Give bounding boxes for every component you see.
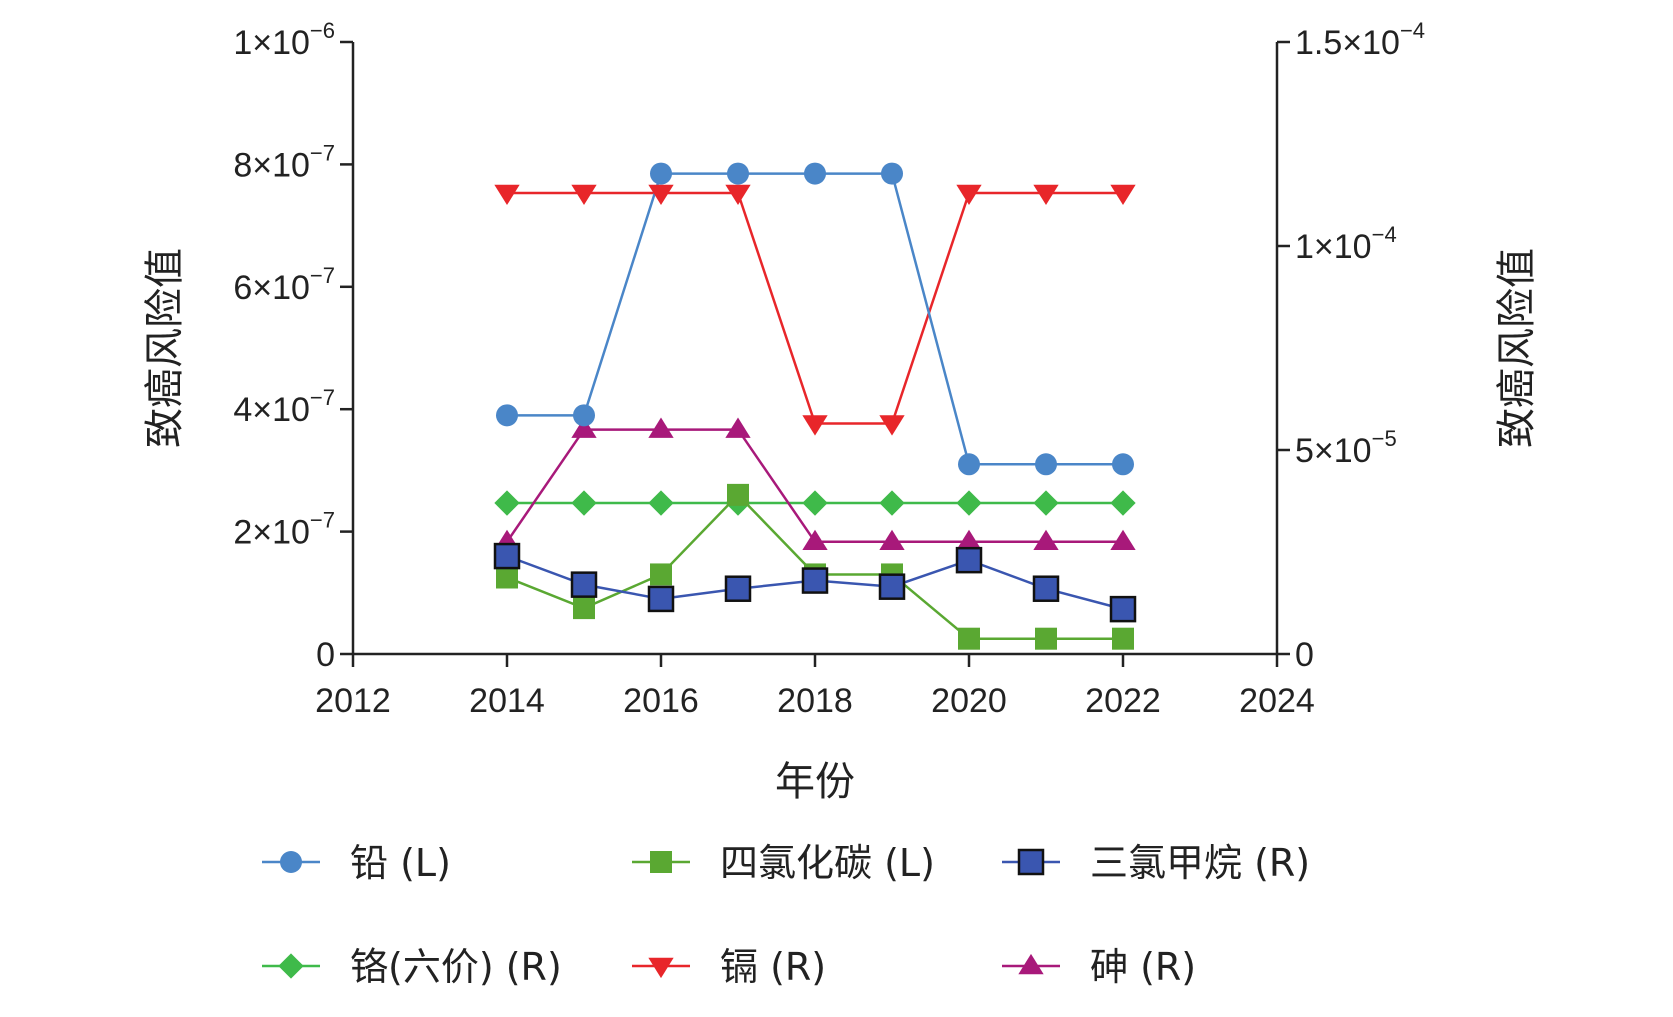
legend-label: 四氯化碳 (L) [720, 841, 935, 885]
data-point [648, 417, 674, 438]
data-point [1112, 627, 1134, 650]
legend-label: 镉 (R) [720, 945, 826, 989]
x-tick-label: 2020 [931, 682, 1007, 720]
data-point [648, 490, 674, 516]
legend-marker [1017, 848, 1045, 876]
data-point [1112, 453, 1134, 476]
data-point [1110, 490, 1136, 516]
data-point [647, 585, 675, 613]
data-point [724, 575, 752, 602]
data-point [1033, 184, 1059, 206]
data-point [881, 162, 903, 185]
data-point [801, 567, 829, 594]
data-point [958, 627, 980, 650]
legend-marker [648, 957, 674, 979]
y-tick-right-label: 5×10−5 [1295, 426, 1397, 470]
data-point [956, 490, 982, 516]
data-point [879, 490, 905, 516]
data-point [571, 490, 597, 516]
y-tick-left-label: 0 [316, 636, 335, 674]
data-point [956, 529, 982, 551]
x-tick-label: 2018 [777, 682, 853, 720]
data-point [879, 415, 905, 436]
data-point [955, 546, 983, 574]
y-tick-right-label: 1.5×10−4 [1295, 18, 1425, 62]
axes: 2012 2014 2016 2018 2020 2022 2024 0 2×10−7 4×10−… [233, 18, 1425, 720]
x-tick-label: 2014 [469, 682, 545, 720]
data-point [494, 490, 520, 516]
data-point [725, 417, 751, 438]
data-point [571, 184, 597, 206]
data-point [496, 566, 518, 589]
series-markers [493, 162, 1137, 650]
legend-label: 铬(六价) (R) [350, 945, 562, 989]
data-point [802, 490, 828, 516]
legend-marker [280, 851, 302, 873]
y-tick-right-label: 0 [1295, 636, 1314, 674]
legend-label: 铅 (L) [350, 841, 451, 885]
legend: 铅 (L) 四氯化碳 (L) 三氯甲烷 (R) 铬(六价) (R) 镉 (R) 砷 (R) [262, 841, 1310, 989]
data-point [573, 597, 595, 620]
data-point [1035, 453, 1057, 476]
data-point [804, 162, 826, 185]
data-point [727, 483, 749, 506]
data-point [878, 573, 906, 600]
y-tick-left-label: 2×10−7 [233, 508, 335, 552]
data-point [496, 404, 518, 427]
data-point [1035, 627, 1057, 650]
y-tick-left-label: 6×10−7 [233, 263, 335, 307]
data-point [1110, 184, 1136, 206]
data-point [1033, 490, 1059, 516]
data-point [570, 571, 598, 598]
data-point [727, 162, 749, 185]
y-tick-left-label: 1×10−6 [233, 18, 335, 62]
x-tick-label: 2022 [1085, 682, 1161, 720]
y-axis-left-title: 致癌风险值 [142, 248, 188, 448]
x-tick-label: 2016 [623, 682, 699, 720]
y-tick-left-label: 4×10−7 [233, 385, 335, 429]
y-tick-right-label: 1×10−4 [1295, 222, 1397, 266]
data-point [879, 529, 905, 551]
x-tick-label: 2024 [1239, 682, 1315, 720]
y-tick-left-label: 8×10−7 [233, 140, 335, 184]
legend-label: 三氯甲烷 (R) [1090, 841, 1310, 885]
legend-marker [650, 851, 672, 873]
data-point [958, 453, 980, 476]
data-point [1110, 529, 1136, 551]
data-point [650, 162, 672, 185]
series-line [505, 428, 1123, 544]
data-point [1032, 575, 1060, 602]
data-point [493, 542, 521, 570]
y-axis-right-title: 致癌风险值 [1494, 248, 1540, 448]
series-line [507, 191, 1123, 425]
x-axis-title: 年份 [775, 759, 855, 805]
data-point [1033, 529, 1059, 551]
data-point [650, 563, 672, 586]
data-point [956, 184, 982, 206]
legend-label: 砷 (R) [1090, 945, 1196, 989]
legend-marker [278, 953, 304, 979]
data-point [571, 417, 597, 438]
data-point [725, 184, 751, 206]
data-point [802, 415, 828, 436]
data-point [573, 404, 595, 427]
data-point [494, 184, 520, 206]
legend-marker [1018, 953, 1044, 975]
data-point [1109, 595, 1137, 623]
data-point [648, 184, 674, 206]
data-point [802, 529, 828, 551]
x-tick-label: 2012 [315, 682, 391, 720]
